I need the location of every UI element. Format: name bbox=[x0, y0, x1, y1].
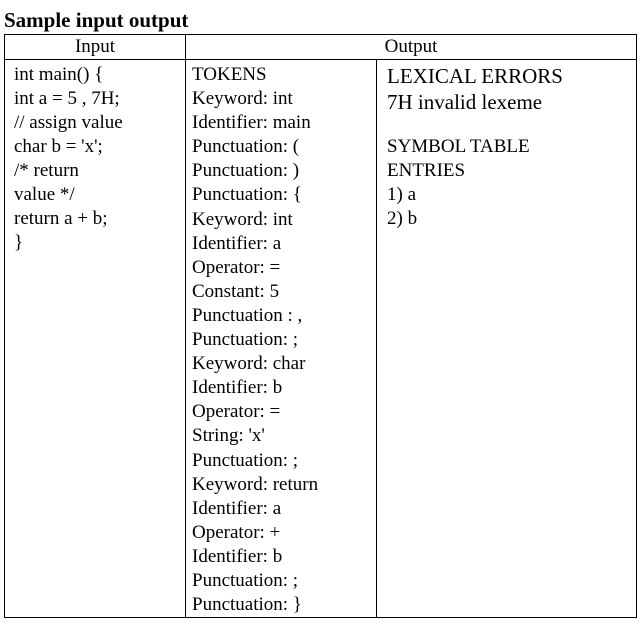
tokens-heading: TOKENS bbox=[192, 64, 267, 85]
token-line: Keyword: char bbox=[192, 353, 306, 375]
token-line: Punctuation: ; bbox=[192, 329, 299, 351]
token-line: Punctuation: ) bbox=[192, 160, 300, 182]
token-line: Punctuation: ( bbox=[192, 136, 300, 158]
input-line: return a + b; bbox=[14, 208, 108, 229]
token-line: Punctuation: { bbox=[192, 184, 302, 206]
token-line: Punctuation: } bbox=[192, 594, 302, 616]
token-line: Operator: = bbox=[192, 401, 281, 423]
input-line: } bbox=[14, 232, 24, 253]
symbol-table-heading: SYMBOL TABLE bbox=[387, 136, 530, 157]
token-line: Constant: 5 bbox=[192, 280, 280, 302]
token-line: String: 'x' bbox=[192, 425, 265, 447]
input-line: int a = 5 , 7H; bbox=[14, 88, 120, 109]
token-line: Identifier: b bbox=[192, 377, 283, 399]
symbol-table-heading-cont: ENTRIES bbox=[387, 160, 466, 181]
input-line: // assign value bbox=[14, 112, 123, 133]
token-line: Operator: + bbox=[192, 521, 281, 543]
section-spacer bbox=[387, 115, 636, 135]
input-header: Input bbox=[4, 34, 186, 60]
input-line: char b = 'x'; bbox=[14, 136, 103, 157]
input-line: /* return bbox=[14, 160, 79, 181]
table-body-row: int main() { int a = 5 , 7H; // assign v… bbox=[4, 58, 637, 619]
table-header-row: Input Output bbox=[4, 34, 637, 60]
token-line: Punctuation : , bbox=[192, 304, 303, 326]
lexical-errors-heading: LEXICAL ERRORS bbox=[387, 64, 563, 88]
symbol-table-entry: 2) b bbox=[387, 208, 418, 229]
token-line: Punctuation: ; bbox=[192, 569, 299, 591]
token-line: Operator: = bbox=[192, 256, 281, 278]
token-line: Identifier: b bbox=[192, 545, 283, 567]
token-line: Keyword: int bbox=[192, 208, 293, 230]
errors-symbols-cell: LEXICAL ERRORS 7H invalid lexeme SYMBOL … bbox=[376, 58, 637, 619]
tokens-cell: TOKENS Keyword: int Identifier: main Pun… bbox=[185, 58, 377, 619]
lexical-error-item: 7H invalid lexeme bbox=[387, 90, 543, 114]
input-line: int main() { bbox=[14, 64, 104, 85]
token-line: Keyword: int bbox=[192, 88, 293, 110]
token-line: Identifier: a bbox=[192, 497, 282, 519]
token-line: Identifier: a bbox=[192, 232, 282, 254]
token-line: Identifier: main bbox=[192, 112, 311, 134]
input-line: value */ bbox=[14, 184, 75, 205]
input-code-cell: int main() { int a = 5 , 7H; // assign v… bbox=[4, 58, 186, 619]
sample-io-table: Input Output int main() { int a = 5 , 7H… bbox=[4, 34, 637, 619]
symbol-table-entry: 1) a bbox=[387, 184, 417, 205]
token-line: Punctuation: ; bbox=[192, 449, 299, 471]
token-line: Keyword: return bbox=[192, 473, 319, 495]
output-header: Output bbox=[185, 34, 637, 60]
page-title: Sample input output bbox=[4, 8, 189, 32]
